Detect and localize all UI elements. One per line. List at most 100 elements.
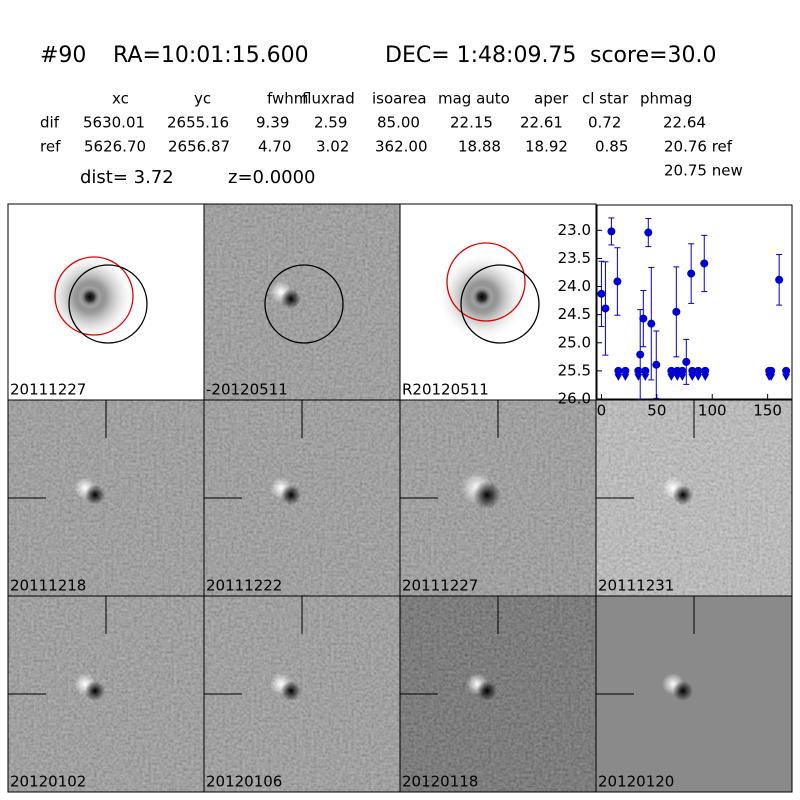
new-circle [68, 264, 148, 344]
row-label: ref [40, 138, 61, 156]
dist: dist= 3.72 [80, 167, 174, 188]
x-tick-label: 150 [753, 402, 782, 420]
limit [621, 366, 630, 375]
new-circle [460, 264, 540, 344]
detection [672, 307, 681, 316]
light-curve: 23.0 23.5 24.0 24.5 25.0 25.5 26.0 0 50 100 150 [558, 204, 793, 420]
detection [636, 350, 645, 359]
detection [607, 227, 616, 236]
x-tick-label: 0 [597, 402, 607, 420]
table-cell: 5630.01 [83, 114, 145, 132]
limit-arrow [641, 373, 650, 381]
limit-arrow [782, 373, 791, 381]
stamp-label: -20120511 [206, 381, 288, 399]
stamp-label: 20111227 [10, 381, 86, 399]
table-cell: 362.00 [375, 138, 428, 156]
limit [634, 366, 643, 375]
detection [682, 357, 691, 366]
limit [688, 366, 697, 375]
detection [647, 319, 656, 328]
ref-circle [54, 256, 134, 336]
column-header: aper [534, 90, 569, 108]
table-cell: 22.64 [663, 114, 706, 132]
dec: DEC= 1:48:09.75 [385, 43, 576, 68]
dipole-black [85, 681, 105, 701]
column-header: phmag [640, 90, 692, 108]
limit-arrow [634, 373, 643, 381]
row-label: dif [40, 114, 60, 132]
column-header: fluxrad [302, 90, 355, 108]
table-cell: 20.76 ref [664, 138, 733, 156]
detection [644, 228, 653, 237]
detection [775, 275, 784, 284]
table-cell: 85.00 [377, 114, 420, 132]
stamp-label: 20120120 [598, 773, 674, 791]
limit-arrow [621, 373, 630, 381]
dipole-black [281, 681, 301, 701]
ra: RA=10:01:15.600 [113, 43, 309, 68]
y-tick-label: 26.0 [558, 390, 591, 408]
dipole-black [673, 681, 693, 701]
table-cell: 2655.16 [167, 114, 229, 132]
limit [667, 366, 676, 375]
column-header: isoarea [372, 90, 427, 108]
column-header: cl star [582, 90, 629, 108]
column-header: yc [194, 90, 211, 108]
stamp-label: 20111231 [598, 577, 674, 595]
y-tick-label: 23.5 [558, 249, 591, 267]
phmag-new: 20.75 new [664, 162, 743, 180]
limit [678, 366, 687, 375]
stamp-label: 20120118 [402, 773, 478, 791]
stamp-label: 20111222 [206, 577, 282, 595]
dipole-black [85, 485, 105, 505]
plot-area [596, 204, 793, 400]
detection [687, 269, 696, 278]
y-tick-label: 24.0 [558, 277, 591, 295]
limit [614, 366, 623, 375]
limit [767, 366, 776, 375]
x-tick-label: 100 [698, 402, 727, 420]
detection [597, 289, 606, 298]
table-cell: 18.92 [525, 138, 568, 156]
limit [701, 366, 710, 375]
y-tick-label: 24.5 [558, 305, 591, 323]
table-cell: 22.15 [450, 114, 493, 132]
limit-arrow [767, 373, 776, 381]
cand-id: #90 [40, 43, 86, 68]
table-cell: 9.39 [256, 114, 289, 132]
detection [700, 259, 709, 268]
source [470, 285, 494, 309]
table-cell: 18.88 [458, 138, 501, 156]
table-cell: 0.85 [595, 138, 628, 156]
limit-arrow [694, 373, 703, 381]
stamp-label: 20111218 [10, 577, 86, 595]
limit-arrow [667, 373, 676, 381]
table-cell: 0.72 [588, 114, 621, 132]
limit-arrow [678, 373, 687, 381]
x-tick-label: 50 [647, 402, 666, 420]
source [78, 285, 102, 309]
ref-circle [446, 242, 526, 322]
stamp-label: R20120511 [402, 381, 489, 399]
redshift: z=0.0000 [228, 167, 316, 188]
stamp-label: 20111227 [402, 577, 478, 595]
table-cell: 4.70 [258, 138, 291, 156]
limit [694, 366, 703, 375]
table-cell: 3.02 [316, 138, 349, 156]
dipole-black [673, 485, 693, 505]
y-tick-label: 25.5 [558, 361, 591, 379]
dipole-black [281, 485, 301, 505]
y-tick-label: 23.0 [558, 221, 591, 239]
dipole-black [281, 289, 301, 309]
table-cell: 2656.87 [168, 138, 230, 156]
stamps: 20111227 -20120511 R20120511 20111218 201112… [7, 203, 793, 793]
y-tick-label: 25.0 [558, 333, 591, 351]
detection [601, 304, 610, 313]
limit [641, 366, 650, 375]
stamp-frame [595, 595, 793, 793]
limit [782, 366, 791, 375]
dipole-black [477, 681, 497, 701]
stamp-noise [204, 204, 400, 400]
dipole-black [473, 481, 501, 509]
detection [639, 314, 648, 323]
